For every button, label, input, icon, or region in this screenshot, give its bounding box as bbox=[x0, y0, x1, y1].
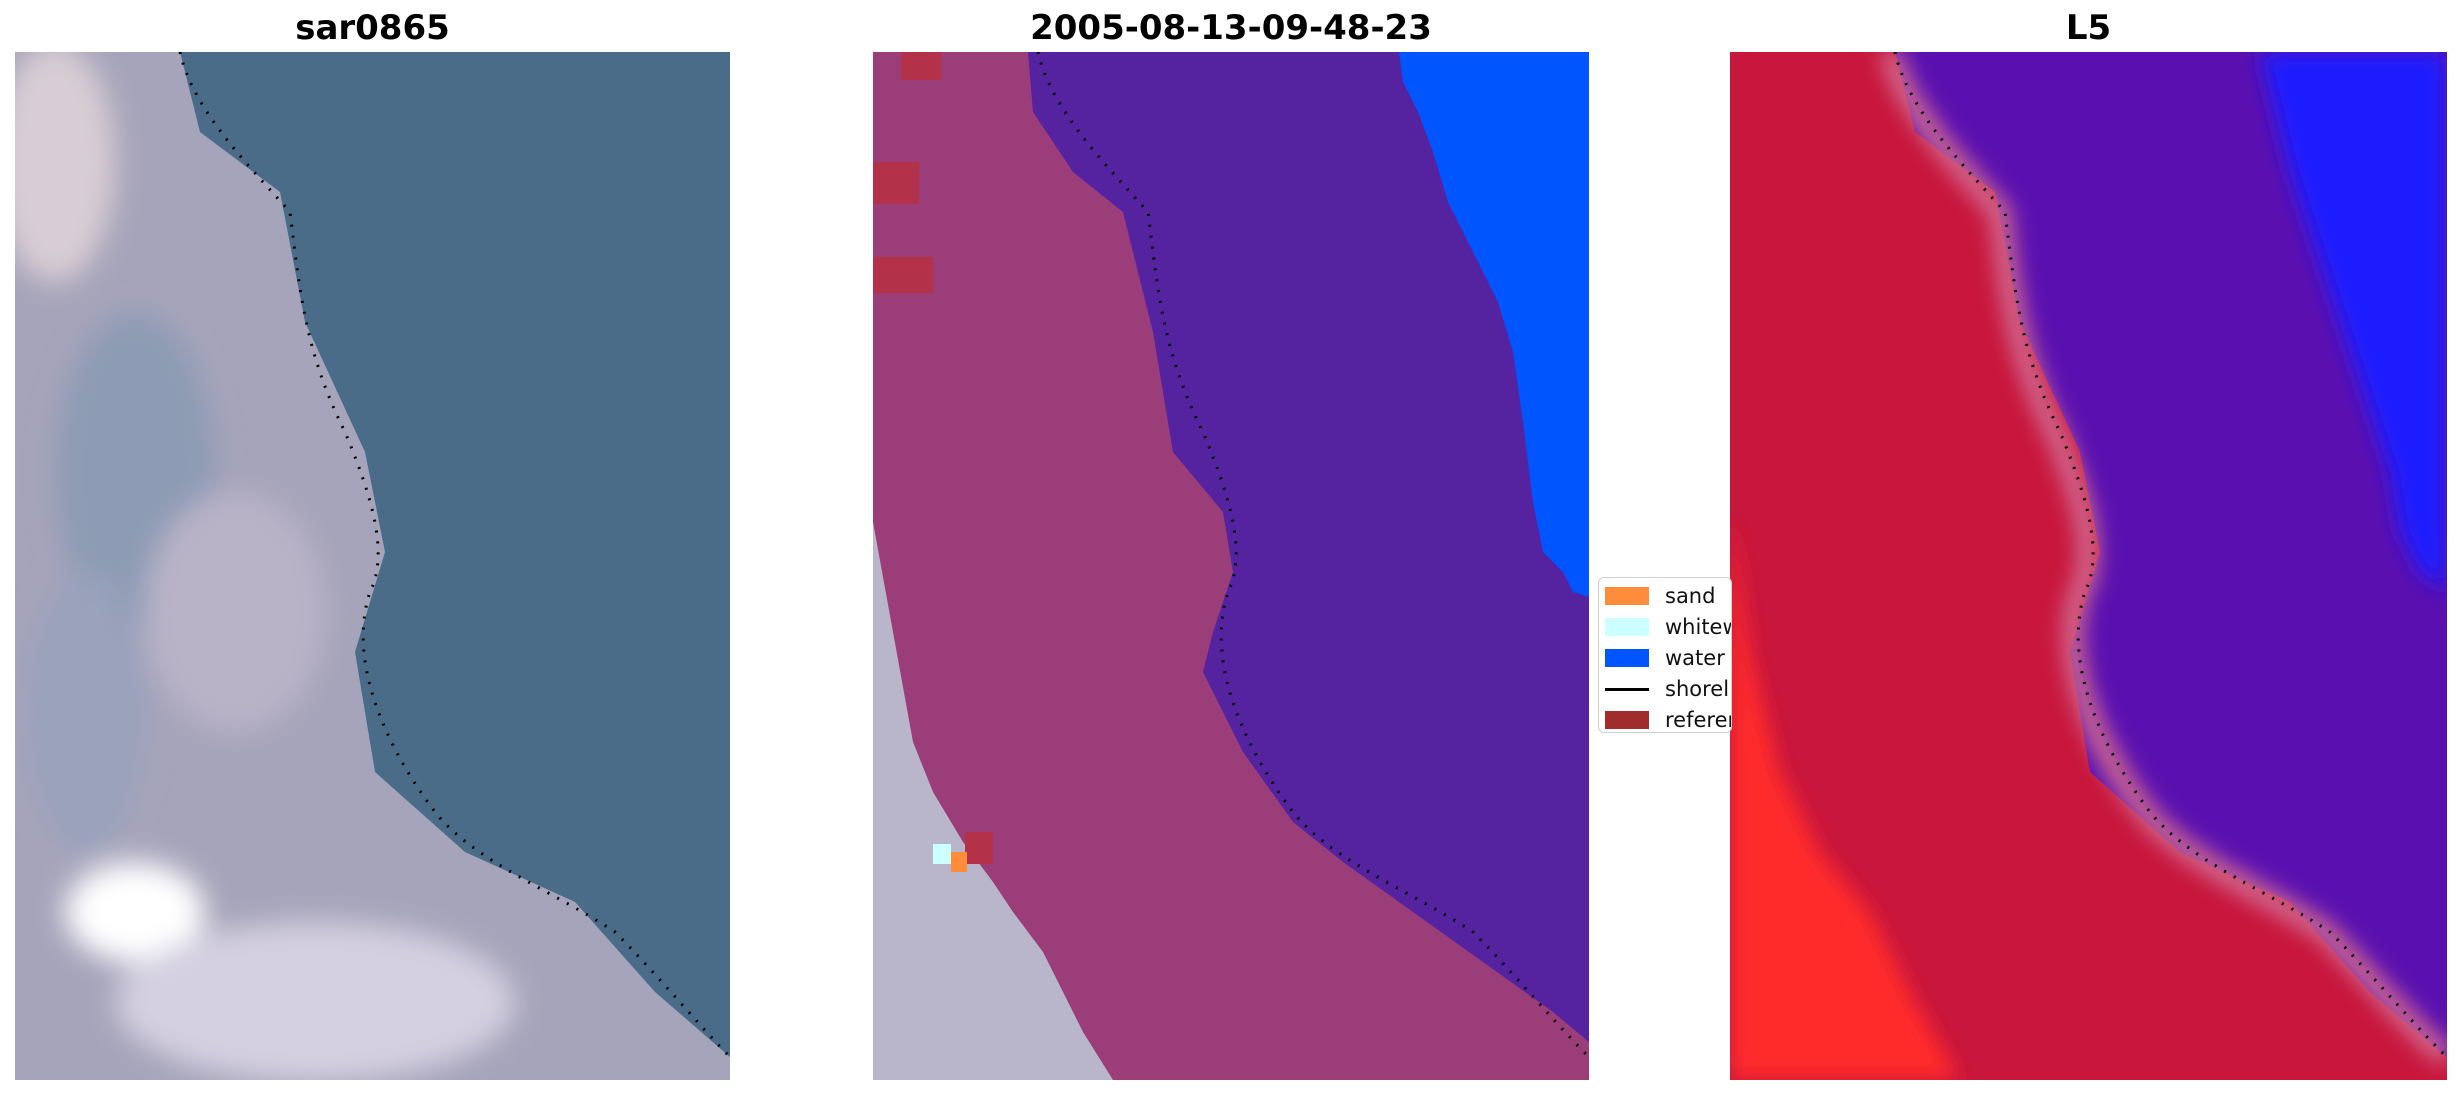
legend-label-sand: sand bbox=[1665, 584, 1716, 608]
legend-item-sand: sand bbox=[1605, 584, 1715, 608]
legend-item-shoreline: shorel bbox=[1605, 677, 1729, 701]
legend-swatch-reference bbox=[1605, 711, 1649, 729]
shoreline-path bbox=[1893, 52, 2447, 1059]
panel-title-classification: 2005-08-13-09-48-23 bbox=[1030, 8, 1432, 48]
legend-item-water: water bbox=[1605, 646, 1725, 670]
rgb-image bbox=[15, 52, 730, 1080]
l5-panel bbox=[1730, 52, 2447, 1080]
land-class-area bbox=[873, 52, 1589, 1080]
legend-label-shoreline: shorel bbox=[1665, 677, 1730, 701]
legend-line-shoreline bbox=[1605, 687, 1649, 691]
shoreline-path bbox=[178, 52, 730, 1059]
classification-image bbox=[873, 52, 1589, 1080]
sand-patch bbox=[951, 852, 967, 872]
whitewater-patch bbox=[933, 844, 951, 864]
l5-image bbox=[1730, 52, 2447, 1080]
reference-patch bbox=[965, 832, 993, 864]
legend-label-reference: referen bbox=[1665, 708, 1731, 732]
legend-label-water: water bbox=[1665, 646, 1725, 670]
rgb-image-panel bbox=[15, 52, 730, 1080]
panel-title-l5: L5 bbox=[2065, 8, 2112, 48]
legend-item-reference: referen bbox=[1605, 708, 1731, 732]
reference-patch bbox=[901, 52, 941, 80]
legend-swatch-whitewater bbox=[1605, 618, 1649, 636]
legend-swatch-sand bbox=[1605, 587, 1649, 605]
shoreline-path bbox=[1036, 52, 1589, 1059]
land-rgb-area bbox=[873, 522, 1113, 1080]
legend-swatch-water bbox=[1605, 649, 1649, 667]
water-bright-area bbox=[1399, 52, 1589, 597]
land-area bbox=[15, 52, 730, 1080]
reference-patch bbox=[873, 162, 919, 204]
classification-panel bbox=[873, 52, 1589, 1080]
reference-patch bbox=[873, 257, 933, 293]
panel-title-rgb: sar0865 bbox=[295, 8, 450, 48]
